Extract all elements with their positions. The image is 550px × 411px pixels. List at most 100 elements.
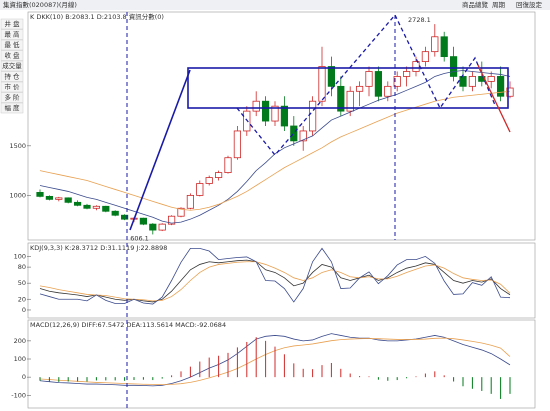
y-tick-label: 0 <box>22 306 26 314</box>
candle-body <box>214 172 223 178</box>
candle-body <box>280 105 289 127</box>
candle-body <box>111 210 119 216</box>
candle-body <box>83 204 91 209</box>
candle-body <box>496 76 505 97</box>
candle-body <box>421 51 430 62</box>
series-line <box>39 70 511 224</box>
window-title: 集資指數(020087)(月線) <box>3 0 77 9</box>
candle-body <box>290 125 298 142</box>
candle-body <box>102 205 110 212</box>
y-tick-label: 80 <box>18 263 26 271</box>
panel-title: MACD(12,26,9) DIFF:67.5472 DEA:113.5614 … <box>30 321 226 329</box>
panel <box>27 11 536 241</box>
candle-body <box>327 66 336 87</box>
toolbar-label: 多 阶 <box>4 93 20 102</box>
series-line <box>39 259 511 303</box>
toolbar-button <box>0 50 24 61</box>
candle-body <box>158 223 166 231</box>
toolbar-label: 最 高 <box>4 30 20 39</box>
candle-body <box>167 215 176 225</box>
plots: K DKK(10) B:2083.1 D:2103.8 資訊分數(0) 100 0 1… <box>9 11 536 409</box>
candle-body <box>431 36 439 53</box>
annotation: 2728.1 <box>408 16 431 24</box>
toolbar-label: 成交量 <box>2 61 22 70</box>
candle-body <box>139 217 147 225</box>
y-tick-label: 1500 <box>9 142 26 150</box>
candle-body <box>205 177 213 184</box>
candle-body <box>440 36 448 58</box>
candle-body <box>468 76 477 87</box>
candle-body <box>45 195 54 200</box>
candle-body <box>299 130 307 142</box>
wave-line <box>236 13 496 157</box>
candle-body <box>149 223 157 231</box>
candle-body <box>186 194 194 209</box>
toolbar-button <box>0 60 24 72</box>
y-tick-label: 50 <box>18 279 26 287</box>
top-bar <box>0 0 550 10</box>
toolbar-label: 市 价 <box>4 82 20 91</box>
drawings <box>126 12 511 408</box>
candle-body <box>393 76 401 87</box>
y-tick-label: 20 <box>18 295 26 303</box>
candle-body <box>36 192 44 197</box>
menu-item[interactable]: 商品總覽 <box>462 0 489 9</box>
toolbar-button <box>0 39 24 51</box>
candle-body <box>271 105 279 122</box>
toolbar-label: 最 低 <box>4 40 20 49</box>
y-tick-label: 0 <box>22 373 26 381</box>
candle-body <box>74 201 82 206</box>
panel <box>27 242 536 319</box>
candle-body <box>64 197 72 203</box>
candle-body <box>337 85 345 112</box>
box-drawing <box>187 67 509 109</box>
toolbar-button <box>0 18 24 30</box>
series-line <box>39 90 511 211</box>
candle-body <box>261 100 270 122</box>
panel-title: K DKK(10) B:2083.1 D:2103.8 資訊分數(0) <box>30 12 164 21</box>
toolbar-button <box>0 29 24 40</box>
candle-body <box>233 130 241 159</box>
y-tick-label: 100 <box>14 355 26 363</box>
candle-body <box>487 76 495 82</box>
toolbar-label: 幅 度 <box>4 103 20 112</box>
candle-body <box>449 56 458 77</box>
candle-body <box>308 100 317 132</box>
candle-body <box>374 71 383 97</box>
toolbar-button <box>0 92 24 103</box>
candle-body <box>318 66 326 102</box>
candle-body <box>55 197 63 200</box>
candle-body <box>177 207 185 217</box>
candle-body <box>365 71 373 87</box>
candle-body <box>252 100 260 112</box>
toolbar-label: 井 盘 <box>4 19 20 28</box>
candle-body <box>402 71 411 77</box>
panel <box>27 319 536 409</box>
series-line <box>39 261 511 302</box>
toolbar-button <box>0 81 24 93</box>
series-line <box>39 247 511 305</box>
candle-body <box>384 85 392 97</box>
candle-body <box>196 183 204 196</box>
trend-line <box>129 69 191 231</box>
annotation: 606.1 <box>130 234 149 242</box>
toolbar-label: 持 仓 <box>4 72 20 81</box>
menu-item[interactable]: 周期 <box>492 1 506 9</box>
toolbar-label: 收 盘 <box>4 51 20 60</box>
toolbar-button <box>0 71 24 82</box>
series-line <box>39 333 511 387</box>
candle-body <box>121 214 129 220</box>
menu-item[interactable]: 回復設定 <box>516 0 543 9</box>
candle-body <box>412 61 420 72</box>
candle-body <box>506 87 514 97</box>
candle-body <box>92 205 100 209</box>
toolbar-button <box>0 102 24 114</box>
y-tick-label: -100 <box>11 391 26 399</box>
candle-body <box>459 76 467 87</box>
panel-title: KDJ(9,3,3) K:28.3712 D:31.1119 J:22.8898 <box>30 244 167 252</box>
candle-body <box>346 90 354 112</box>
candle-body <box>355 85 364 92</box>
candle-body <box>224 157 232 173</box>
